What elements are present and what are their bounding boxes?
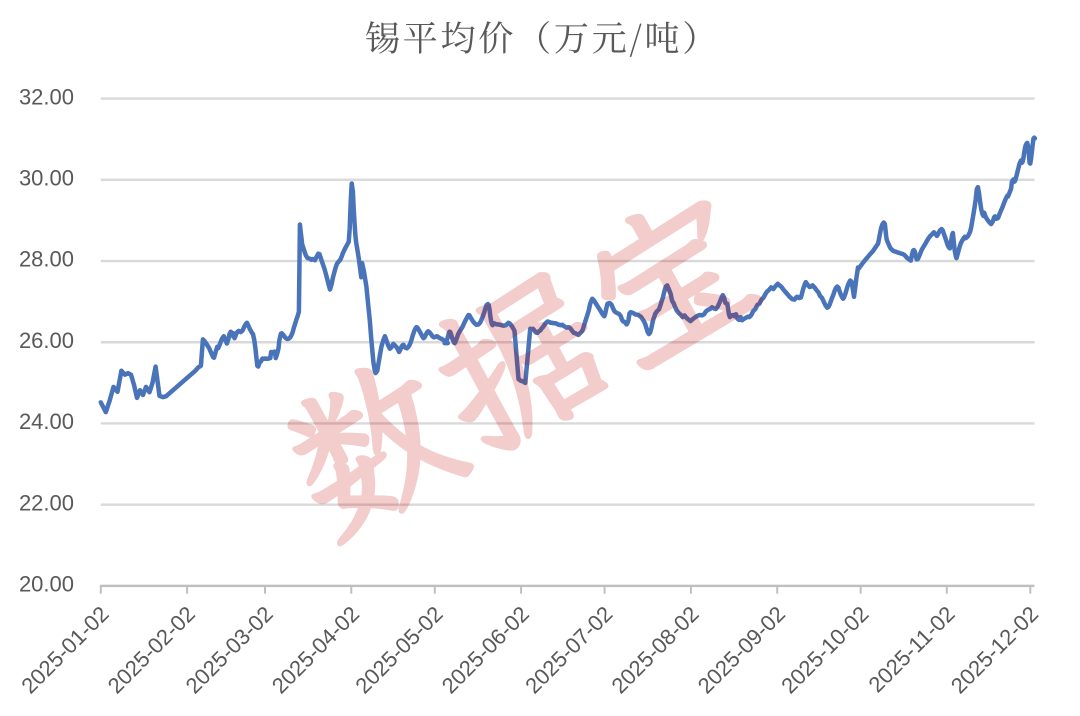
svg-text:24.00: 24.00 bbox=[19, 409, 74, 434]
svg-text:30.00: 30.00 bbox=[19, 166, 74, 191]
svg-text:32.00: 32.00 bbox=[19, 84, 74, 109]
svg-text:20.00: 20.00 bbox=[19, 572, 74, 597]
svg-text:26.00: 26.00 bbox=[19, 328, 74, 353]
svg-text:22.00: 22.00 bbox=[19, 490, 74, 515]
svg-text:28.00: 28.00 bbox=[19, 247, 74, 272]
